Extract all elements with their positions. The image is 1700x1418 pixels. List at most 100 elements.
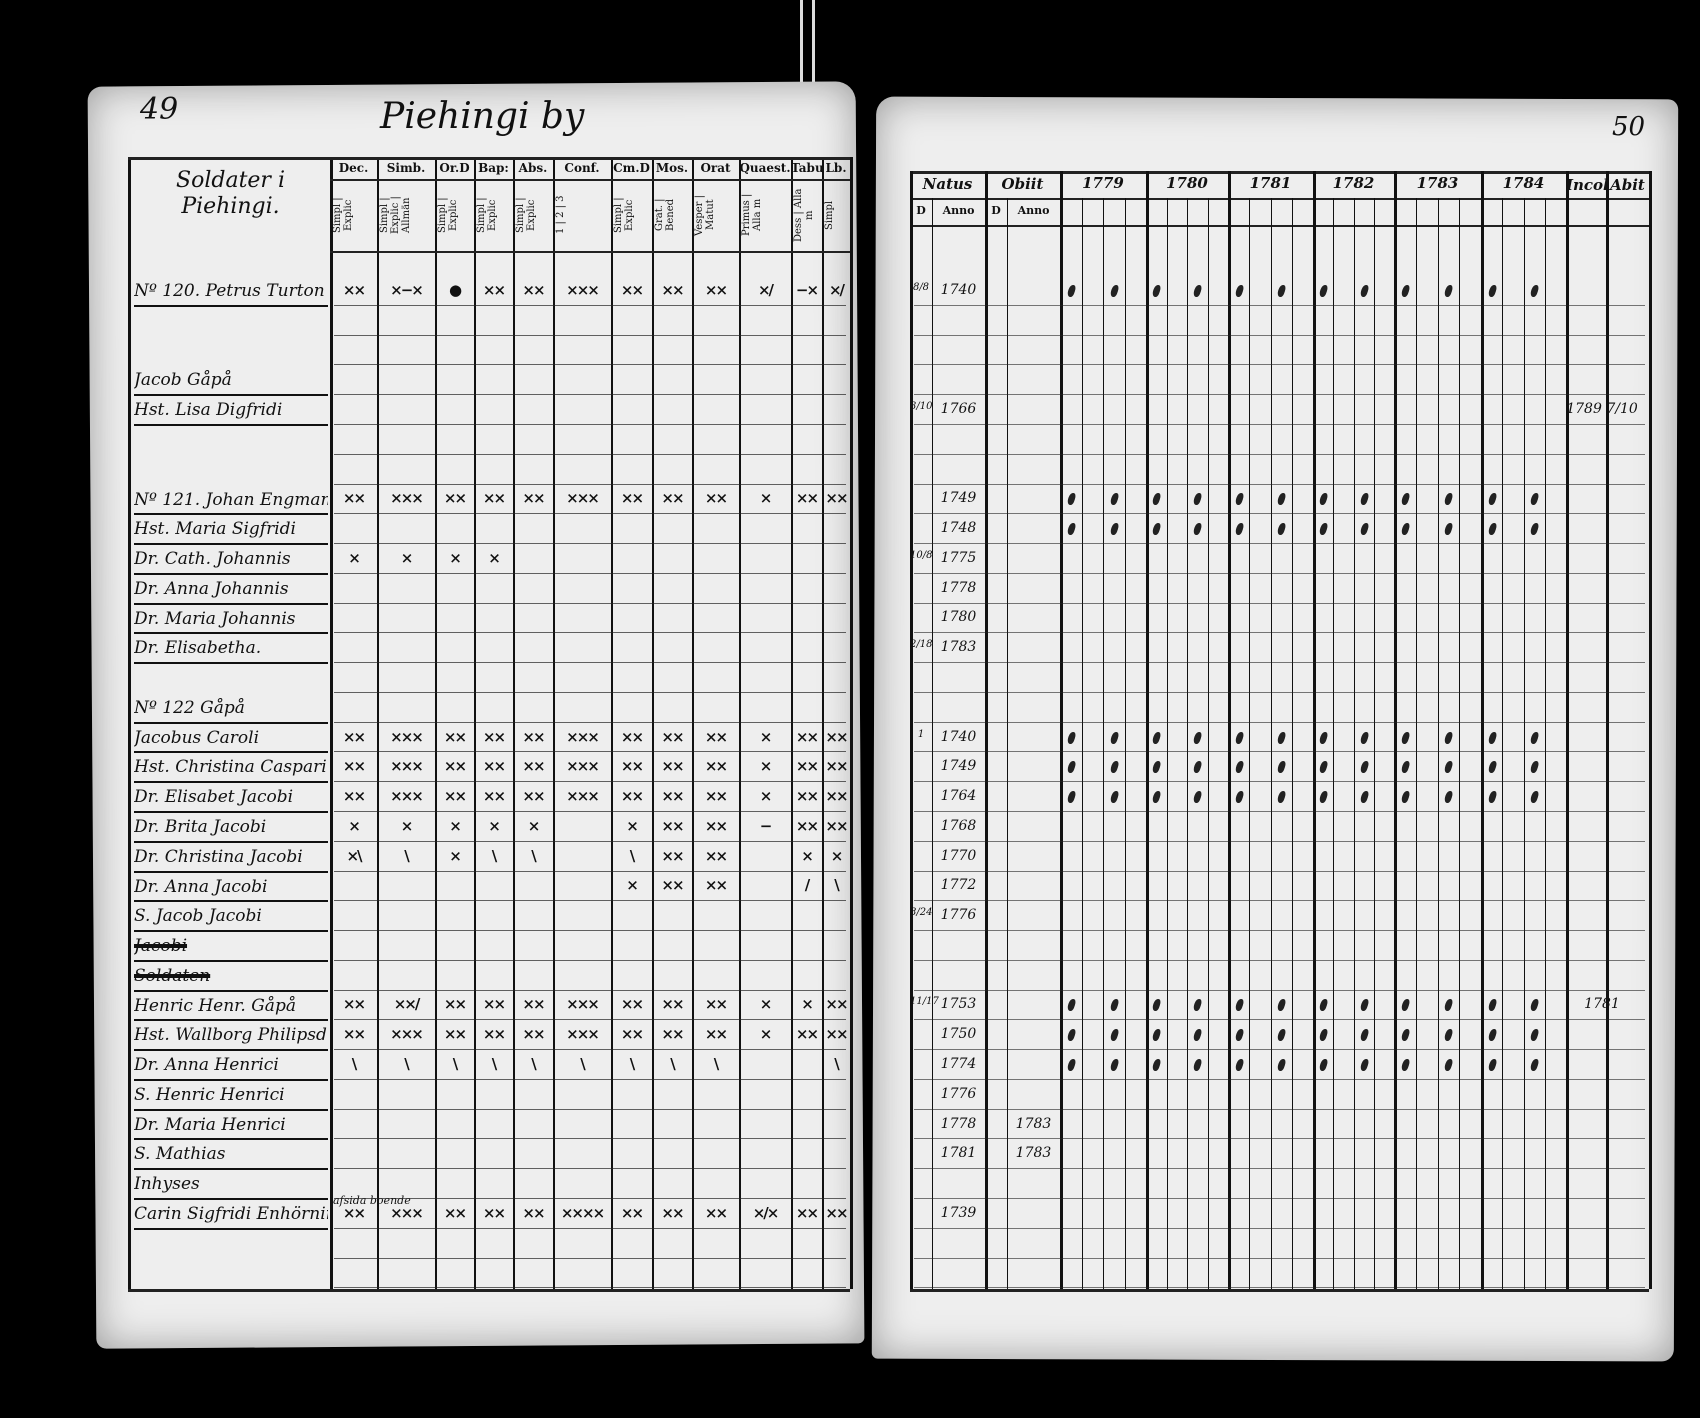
person-name: Dr. Anna Jacobi bbox=[134, 877, 328, 903]
table-top-border bbox=[910, 171, 1649, 174]
annotation-note: afsida boende bbox=[333, 1193, 411, 1207]
knowledge-mark: × bbox=[348, 548, 361, 567]
row-rule bbox=[914, 1168, 1645, 1170]
row-rule bbox=[914, 1108, 1645, 1110]
birth-year: 1770 bbox=[940, 847, 977, 864]
birth-day: 3/10 bbox=[910, 401, 933, 413]
knowledge-mark: ×× bbox=[522, 1025, 545, 1044]
column-divider bbox=[377, 157, 379, 1290]
column-divider bbox=[739, 157, 741, 1290]
person-name: Dr. Cath. Johannis bbox=[134, 549, 328, 575]
knowledge-mark: × bbox=[759, 1025, 773, 1044]
knowledge-mark: ××× bbox=[566, 757, 600, 776]
column-subheader: Simpl | Explic bbox=[476, 197, 498, 233]
death-year: 1783 bbox=[1015, 1115, 1052, 1132]
natus-header: Natus bbox=[922, 175, 973, 193]
page-title: Piehingi by bbox=[380, 96, 585, 137]
row-rule bbox=[334, 1078, 846, 1080]
knowledge-mark: ×× bbox=[522, 1203, 545, 1222]
row-rule bbox=[914, 900, 1645, 902]
person-name: Nº 122 Gåpå bbox=[134, 698, 328, 724]
death-year: 1783 bbox=[1015, 1145, 1052, 1162]
knowledge-mark: ×× bbox=[704, 846, 728, 865]
birth-year: 1749 bbox=[940, 758, 977, 775]
spine-edge bbox=[812, 0, 815, 90]
spine-edge bbox=[800, 0, 803, 90]
knowledge-mark: ××× bbox=[390, 787, 424, 806]
knowledge-mark: ×× bbox=[795, 489, 819, 508]
row-rule bbox=[914, 423, 1645, 425]
knowledge-mark: ××× bbox=[566, 1025, 600, 1044]
column-header: Quaest. bbox=[739, 161, 791, 175]
column-header: Lb. bbox=[825, 161, 847, 175]
knowledge-mark: ×\ bbox=[346, 846, 362, 865]
right-page bbox=[871, 96, 1679, 1362]
person-name: Carin Sigfridi Enhörning bbox=[134, 1204, 328, 1230]
person-name: Hst. Wallborg Philipsd. bbox=[134, 1025, 328, 1052]
knowledge-mark: × bbox=[759, 727, 773, 746]
birth-year: 1778 bbox=[940, 579, 977, 596]
person-name: Jacobi bbox=[134, 936, 328, 962]
row-rule bbox=[914, 572, 1645, 574]
knowledge-mark: × bbox=[759, 787, 773, 806]
column-divider bbox=[1481, 171, 1484, 1290]
column-subheader: Primus | Alla m bbox=[741, 193, 763, 237]
knowledge-mark: ×× bbox=[704, 995, 728, 1014]
row-rule bbox=[334, 572, 846, 574]
knowledge-mark: \ bbox=[834, 876, 839, 895]
knowledge-mark: × bbox=[449, 816, 462, 835]
row-rule bbox=[914, 1257, 1645, 1259]
knowledge-mark: × bbox=[759, 995, 773, 1014]
knowledge-mark: \ bbox=[491, 846, 497, 865]
row-rule bbox=[334, 394, 846, 396]
year-header: 1784 bbox=[1502, 174, 1545, 192]
knowledge-mark: ×× bbox=[620, 757, 644, 776]
knowledge-mark: ×× bbox=[825, 816, 848, 835]
person-name: Hst. Maria Sigfridi bbox=[134, 519, 328, 546]
knowledge-mark: ×× bbox=[443, 995, 467, 1014]
knowledge-mark: ● bbox=[448, 281, 462, 299]
knowledge-mark: ×−× bbox=[390, 281, 424, 299]
knowledge-mark: ×/ bbox=[757, 281, 774, 299]
knowledge-mark: ×× bbox=[825, 757, 848, 776]
row-rule bbox=[914, 662, 1645, 664]
person-name: Nº 120. Petrus Turton bbox=[134, 281, 328, 307]
knowledge-mark: \ bbox=[531, 1055, 536, 1074]
row-rule bbox=[914, 364, 1645, 366]
table-bottom-border bbox=[910, 1289, 1649, 1293]
row-rule bbox=[914, 543, 1645, 545]
knowledge-mark: ×× bbox=[522, 489, 545, 508]
year-header: 1779 bbox=[1082, 174, 1124, 192]
year-header: 1783 bbox=[1416, 174, 1459, 192]
knowledge-mark: ×× bbox=[661, 1025, 684, 1044]
knowledge-mark: ×× bbox=[825, 1025, 848, 1044]
knowledge-mark: × bbox=[801, 995, 814, 1014]
knowledge-mark: ×× bbox=[482, 727, 506, 746]
knowledge-mark: × bbox=[400, 816, 414, 835]
knowledge-mark: ×× bbox=[795, 816, 819, 835]
person-name: Dr. Maria Johannis bbox=[134, 609, 328, 635]
knowledge-mark: ×/ bbox=[828, 281, 845, 299]
knowledge-mark: ×× bbox=[342, 1203, 366, 1222]
column-subheader: Simpl | Explic bbox=[515, 197, 537, 233]
person-name: Inhyses bbox=[134, 1174, 328, 1200]
column-divider bbox=[1394, 171, 1397, 1290]
knowledge-mark: ×× bbox=[704, 1203, 728, 1222]
year-subcolumn-divider bbox=[1166, 198, 1168, 1290]
knowledge-mark: ×× bbox=[443, 489, 467, 508]
knowledge-mark: ×× bbox=[704, 281, 728, 299]
row-rule bbox=[334, 632, 846, 634]
knowledge-mark: × bbox=[626, 876, 639, 895]
knowledge-mark: ×× bbox=[482, 787, 506, 806]
column-subheader: Simpl | Explic bbox=[613, 197, 635, 233]
birth-year: 1753 bbox=[940, 996, 977, 1013]
knowledge-mark: ×× bbox=[482, 489, 506, 508]
subheader-sub_day: D bbox=[916, 204, 926, 217]
table-bottom-border bbox=[128, 1289, 850, 1293]
birth-day: 10/8 bbox=[910, 549, 933, 561]
person-name: Soldaten bbox=[134, 966, 328, 992]
row-rule bbox=[334, 840, 846, 842]
knowledge-mark: ×× bbox=[661, 727, 684, 746]
column-header: Mos. bbox=[655, 161, 689, 175]
row-rule bbox=[914, 1227, 1645, 1229]
